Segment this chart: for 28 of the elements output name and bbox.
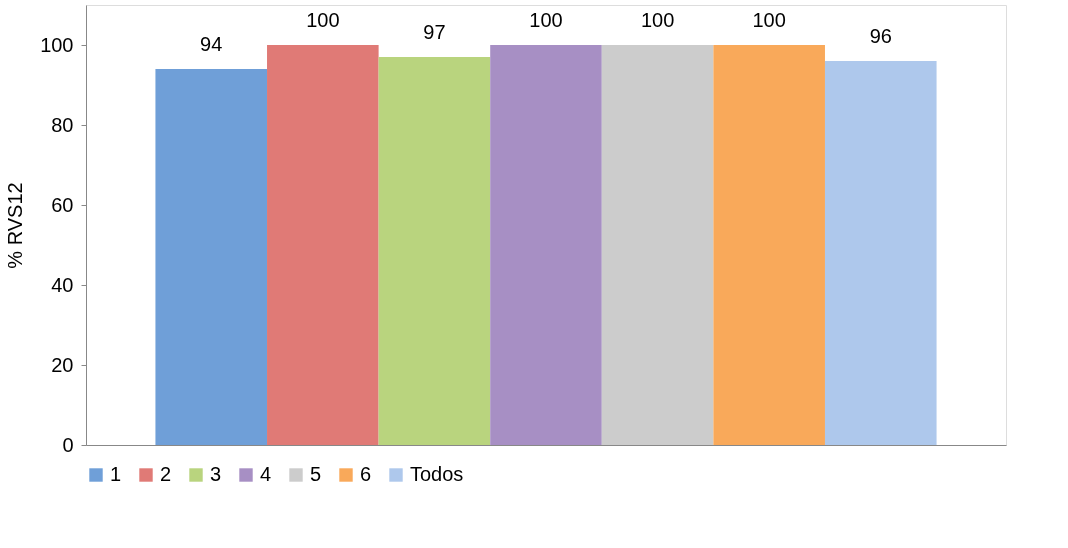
legend-label: 1 [110, 463, 122, 485]
legend-label: 2 [160, 463, 172, 485]
bar [155, 69, 268, 445]
bar [713, 45, 825, 445]
data-label: 100 [640, 9, 675, 31]
data-label: 94 [200, 33, 223, 55]
data-label: 97 [423, 21, 446, 43]
y-axis-title: % RVS12 [4, 182, 27, 269]
y-tick-label: 60 [51, 193, 74, 216]
data-label: 100 [752, 9, 786, 31]
legend-label: Todos [410, 463, 464, 485]
y-tick-label: 100 [40, 33, 74, 56]
y-tick-label: 80 [51, 113, 74, 136]
data-label: 100 [306, 9, 340, 31]
legend-label: 4 [260, 463, 272, 485]
y-tick-label: 40 [51, 273, 74, 296]
data-label: 96 [869, 25, 892, 47]
bar [601, 45, 714, 445]
y-tick-label: 0 [62, 433, 74, 456]
bar [490, 45, 602, 445]
bar [378, 57, 491, 445]
legend-label: 5 [310, 463, 322, 485]
legend-label: 6 [360, 463, 372, 485]
bar [824, 61, 937, 445]
y-tick-label: 20 [51, 353, 74, 376]
data-label: 100 [529, 9, 563, 31]
bar [267, 45, 379, 445]
legend-label: 3 [210, 463, 222, 485]
